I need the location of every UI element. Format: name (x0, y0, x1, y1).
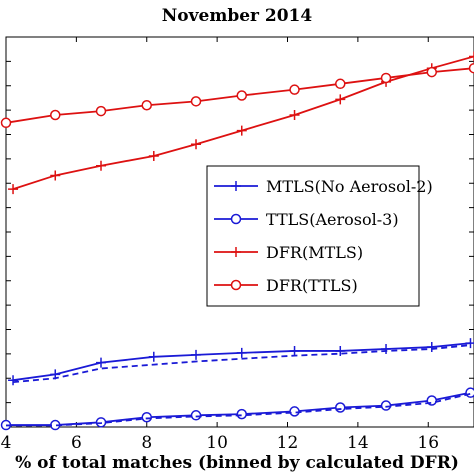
data-point (141, 412, 153, 423)
legend-box (206, 165, 420, 307)
legend-marker (230, 213, 242, 225)
series-1 (12, 344, 471, 384)
data-point (289, 406, 300, 417)
data-point (335, 345, 346, 356)
data-point (426, 342, 437, 353)
data-point (335, 94, 346, 105)
data-point (50, 109, 61, 121)
data-point (141, 100, 153, 111)
data-point (236, 408, 248, 420)
data-point (191, 139, 202, 150)
data-point (148, 150, 159, 161)
legend-label: DFR(TTLS) (266, 276, 358, 295)
series-2 (0, 387, 474, 431)
legend: MTLS(No Aerosol-2) TTLS(Aerosol-3) DFR(MTL… (206, 165, 433, 307)
data-point (380, 72, 392, 84)
series-group (0, 51, 474, 431)
data-point (190, 410, 202, 421)
legend-marker (231, 181, 241, 191)
series-line (6, 391, 471, 426)
data-point (236, 347, 247, 358)
data-point (465, 387, 474, 398)
legend-marker (230, 279, 242, 291)
data-point (95, 105, 107, 117)
data-point (426, 66, 438, 78)
x-tick-label: 12 (277, 433, 299, 453)
x-tick-label: 4 (1, 433, 12, 453)
data-point (148, 351, 159, 362)
data-point (50, 170, 61, 181)
data-point (465, 338, 474, 349)
legend-label: DFR(MTLS) (266, 243, 363, 262)
data-point (335, 402, 346, 413)
data-point (0, 117, 12, 129)
data-point (191, 349, 202, 360)
series-0 (8, 338, 474, 386)
x-tick-label: 14 (347, 433, 369, 453)
series-line (12, 344, 471, 384)
data-point (8, 184, 19, 195)
x-tick-label: 10 (206, 433, 228, 453)
data-point (289, 345, 300, 356)
chart-title: November 2014 (162, 6, 313, 26)
series-5 (0, 62, 474, 129)
series-3 (6, 392, 471, 427)
data-point (96, 160, 107, 171)
legend-label: MTLS(No Aerosol-2) (266, 177, 433, 196)
data-point (96, 357, 107, 368)
data-point (381, 344, 392, 354)
x-tick-label: 16 (417, 433, 439, 453)
data-point (468, 62, 474, 74)
data-point (190, 96, 202, 107)
x-axis-label: % of total matches (binned by calculated… (15, 453, 459, 473)
data-point (236, 125, 247, 136)
x-tick-label: 8 (141, 433, 152, 453)
legend-label: TTLS(Aerosol-3) (266, 210, 399, 229)
data-point (469, 51, 474, 62)
data-point (289, 110, 300, 120)
data-point (289, 84, 300, 95)
x-tick-label: 6 (71, 433, 82, 453)
data-point (236, 90, 248, 101)
data-point (8, 375, 19, 386)
data-point (335, 78, 346, 90)
axis-ticks: 4 6 8 10 12 14 16 (1, 37, 474, 453)
legend-marker (231, 247, 241, 257)
series-line (6, 392, 471, 427)
